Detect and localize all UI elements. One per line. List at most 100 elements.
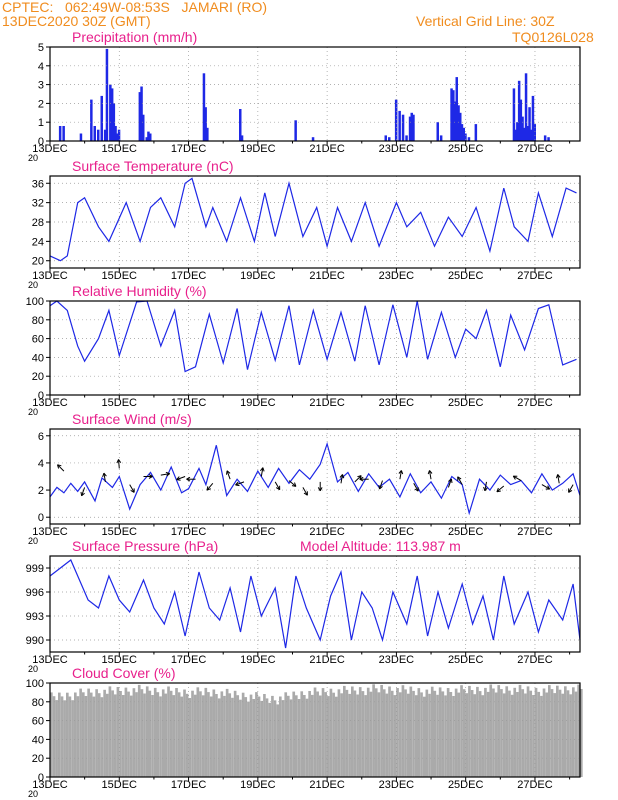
press-series-line: [49, 559, 581, 649]
cloud-bar: [532, 695, 535, 777]
cloud-bar: [289, 699, 293, 777]
y-tick-label: 32: [32, 198, 44, 210]
header-date: 13DEC2020 30Z (GMT): [2, 13, 151, 29]
cloud-bar: [268, 702, 272, 777]
cloud-bar: [305, 698, 309, 777]
cloud-bar: [175, 688, 178, 777]
precip-bar: [97, 129, 100, 141]
y-tick-label: 80: [32, 315, 44, 327]
precip-bar: [79, 133, 83, 141]
cloud-bar: [169, 690, 173, 777]
cloud-bar: [452, 696, 455, 777]
cloud-bar: [193, 694, 197, 777]
wind-vector-arrow: [541, 484, 551, 490]
cloud-bar: [215, 694, 218, 777]
cloud-bar: [244, 697, 248, 777]
cloud-bar: [172, 695, 176, 777]
cloud-bar: [145, 686, 149, 777]
wind-vector-arrow: [378, 480, 383, 490]
cloud-bar: [132, 688, 136, 777]
cloud-bar: [300, 691, 304, 777]
x-year-stub: 20: [28, 153, 38, 163]
cloud-bar: [505, 686, 509, 777]
cloud-bar: [332, 692, 335, 777]
cloud-bar: [281, 700, 285, 777]
cloud-bar: [428, 693, 431, 777]
y-tick-label: 996: [26, 587, 44, 599]
precip-bar: [526, 126, 529, 141]
cloud-bar: [422, 696, 426, 777]
y-tick-label: 100: [26, 296, 44, 308]
precip-bar: [149, 133, 152, 141]
precip-bar: [543, 135, 547, 141]
cloud-bar: [343, 685, 346, 777]
x-tick-label: 15DEC: [102, 143, 138, 155]
y-tick-label: 100: [26, 678, 44, 690]
cloud-bar: [273, 700, 277, 777]
y-tick-label: 5: [38, 42, 44, 54]
cloud-bar: [167, 686, 170, 777]
x-tick-label: 23DEC: [379, 526, 415, 538]
cloud-bar: [66, 692, 69, 777]
cloud-bar: [111, 690, 114, 777]
cloud-bar: [201, 695, 205, 777]
wind-vector-arrow: [512, 475, 522, 482]
panel-frame: [49, 555, 581, 653]
panel-frame: [49, 46, 581, 142]
wind-vector-arrow: [116, 459, 122, 469]
cloud-bar: [345, 689, 349, 777]
cloud-bar: [209, 696, 213, 777]
precip-bar: [240, 135, 244, 141]
cloud-bar: [188, 698, 192, 777]
wind-vector-arrow: [260, 467, 265, 477]
cloud-bar: [116, 687, 120, 777]
cloud-bar: [372, 684, 375, 777]
x-tick-label: 23DEC: [379, 779, 415, 791]
wind-vector-arrow: [186, 476, 196, 482]
cloud-bar: [361, 691, 365, 777]
cloud-bar: [385, 693, 389, 777]
wind-vector-arrow: [483, 481, 488, 492]
x-tick-label: 19DEC: [240, 143, 276, 155]
cloud-bar: [489, 684, 493, 777]
y-tick-label: 20: [32, 256, 44, 268]
cloud-bar: [58, 692, 61, 777]
cloud-bar: [321, 688, 325, 777]
precip-bar: [90, 99, 93, 141]
cloud-bar: [369, 691, 373, 777]
cloud-bar: [502, 693, 506, 777]
x-tick-label: 17DEC: [171, 397, 207, 409]
wind-vector-arrow: [160, 471, 171, 477]
cloud-bar: [327, 696, 330, 777]
cloud-bar: [388, 686, 391, 777]
panel-annotation: Model Altitude: 113.987 m: [300, 538, 461, 554]
precip-bar: [239, 109, 242, 141]
cloud-bar: [454, 688, 458, 777]
cloud-bar: [358, 687, 362, 777]
wind-vector-arrow: [226, 470, 231, 480]
wind-vector-arrow: [235, 481, 245, 487]
cloud-bar: [441, 691, 445, 777]
precip-bar: [206, 127, 209, 141]
precip-bar: [450, 88, 453, 141]
cloud-bar: [121, 695, 125, 777]
x-tick-label: 21DEC: [309, 526, 345, 538]
cloud-bar: [550, 689, 554, 777]
y-tick-label: 2: [38, 485, 44, 497]
cloud-bar: [196, 687, 200, 777]
precip-bar: [388, 137, 391, 141]
cloud-bar: [412, 690, 415, 777]
cloud-bar: [252, 699, 256, 777]
cloud-bar: [316, 691, 319, 777]
cloud-bar: [374, 688, 378, 777]
x-tick-label: 25DEC: [448, 397, 484, 409]
cloud-bar: [105, 693, 109, 777]
cloud-bar: [74, 692, 77, 777]
precip-bar: [464, 133, 467, 141]
cloud-bar: [239, 699, 242, 777]
precip-bar: [110, 88, 114, 141]
cloud-bar: [449, 692, 453, 777]
cloud-bar: [303, 695, 306, 777]
precip-bar: [62, 126, 65, 141]
cloud-bar: [103, 689, 106, 777]
